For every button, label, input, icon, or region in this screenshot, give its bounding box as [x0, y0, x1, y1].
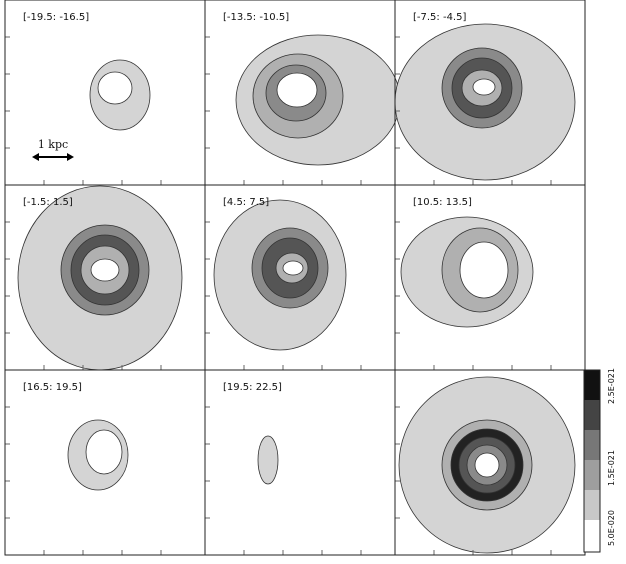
- panel-label: [4.5: 7.5]: [223, 197, 269, 208]
- contour: [90, 258, 120, 282]
- panel-label: [-7.5: -4.5]: [413, 12, 466, 23]
- contour: [459, 241, 509, 299]
- contour: [472, 78, 496, 96]
- grid-frame: [4, 0, 586, 556]
- colorbar-label: 1.5E-021: [607, 450, 616, 486]
- panel-label: [-19.5: -16.5]: [23, 12, 89, 23]
- colorbar-label: 5.0E-020: [607, 510, 616, 546]
- panel: [-7.5: -4.5]: [394, 12, 576, 185]
- panel: [395, 376, 576, 555]
- panel-label: [16.5: 19.5]: [23, 382, 82, 393]
- panel: [-19.5: -16.5]: [5, 12, 162, 185]
- panel-label: [-13.5: -10.5]: [223, 12, 289, 23]
- panel: [19.5: 22.5]: [205, 382, 362, 555]
- contour: [257, 435, 279, 485]
- panel-grid: [-19.5: -16.5] [-13.5: -10.5] [-7.5: -4.5]…: [5, 12, 576, 555]
- panel-label: [10.5: 13.5]: [413, 197, 472, 208]
- contour: [97, 71, 133, 105]
- panel: [-13.5: -10.5]: [205, 12, 401, 185]
- contour: [276, 72, 318, 108]
- contour: [282, 260, 304, 276]
- contour: [85, 429, 123, 475]
- scale-bar-label: 1 kpc: [38, 138, 68, 151]
- panel: [10.5: 13.5]: [395, 197, 552, 370]
- contour: [474, 452, 500, 478]
- panel-label: [-1.5: 1.5]: [23, 197, 73, 208]
- scale-bar: 1 kpc: [32, 138, 74, 161]
- panel: [-1.5: 1.5]: [5, 185, 183, 371]
- panel: [4.5: 7.5]: [205, 197, 362, 370]
- colorbar-label: 2.5E-021: [607, 368, 616, 404]
- panel-label: [19.5: 22.5]: [223, 382, 282, 393]
- panel: [16.5: 19.5]: [5, 382, 162, 555]
- colorbar: 5.0E-020 1.5E-021 2.5E-021: [583, 368, 616, 553]
